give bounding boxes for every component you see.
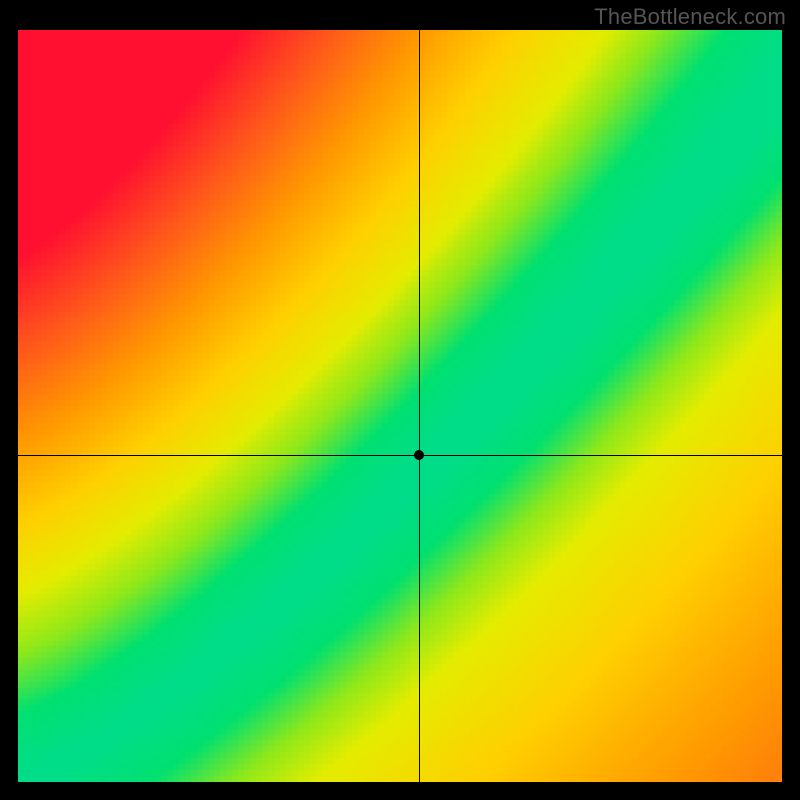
watermark-text: TheBottleneck.com	[594, 4, 786, 30]
chart-container: TheBottleneck.com	[0, 0, 800, 800]
crosshair-horizontal	[18, 455, 782, 456]
bottleneck-heatmap	[18, 30, 782, 782]
crosshair-vertical	[419, 30, 420, 782]
crosshair-marker	[414, 450, 424, 460]
